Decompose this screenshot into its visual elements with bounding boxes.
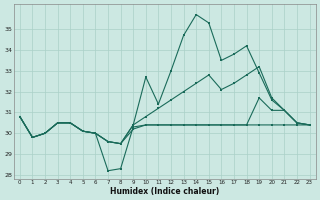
X-axis label: Humidex (Indice chaleur): Humidex (Indice chaleur): [110, 187, 219, 196]
